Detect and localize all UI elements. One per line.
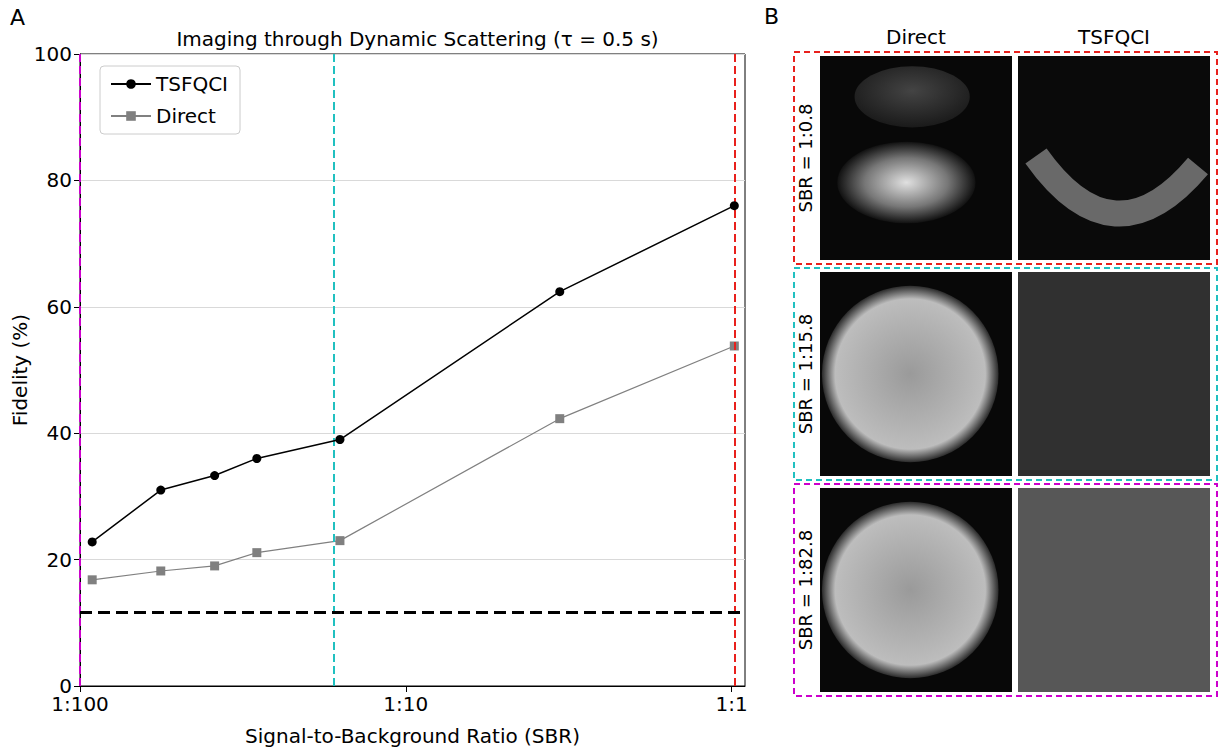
svg-text:1:10: 1:10 — [383, 692, 428, 716]
svg-text:Direct: Direct — [156, 104, 216, 128]
svg-text:Imaging through Dynamic Scatte: Imaging through Dynamic Scattering (τ = … — [176, 27, 658, 51]
svg-text:20: 20 — [47, 548, 72, 572]
svg-text:Signal-to-Background Ratio (SB: Signal-to-Background Ratio (SBR) — [245, 724, 580, 748]
svg-text:SBR = 1:82.8: SBR = 1:82.8 — [795, 530, 816, 650]
svg-text:A: A — [10, 5, 25, 30]
svg-text:Direct: Direct — [886, 25, 946, 49]
svg-text:40: 40 — [47, 421, 72, 445]
svg-text:1:1: 1:1 — [715, 692, 747, 716]
svg-text:80: 80 — [47, 168, 72, 192]
svg-text:B: B — [764, 4, 779, 29]
svg-text:100: 100 — [34, 42, 72, 66]
svg-text:1:100: 1:100 — [51, 692, 109, 716]
svg-text:SBR = 1:15.8: SBR = 1:15.8 — [795, 314, 816, 434]
svg-text:TSFQCI: TSFQCI — [155, 72, 228, 96]
svg-text:0: 0 — [59, 674, 72, 698]
svg-text:SBR = 1:0.8: SBR = 1:0.8 — [795, 104, 816, 213]
svg-text:60: 60 — [47, 295, 72, 319]
svg-text:TSFQCI: TSFQCI — [1077, 25, 1150, 49]
svg-text:Fidelity (%): Fidelity (%) — [8, 314, 32, 426]
